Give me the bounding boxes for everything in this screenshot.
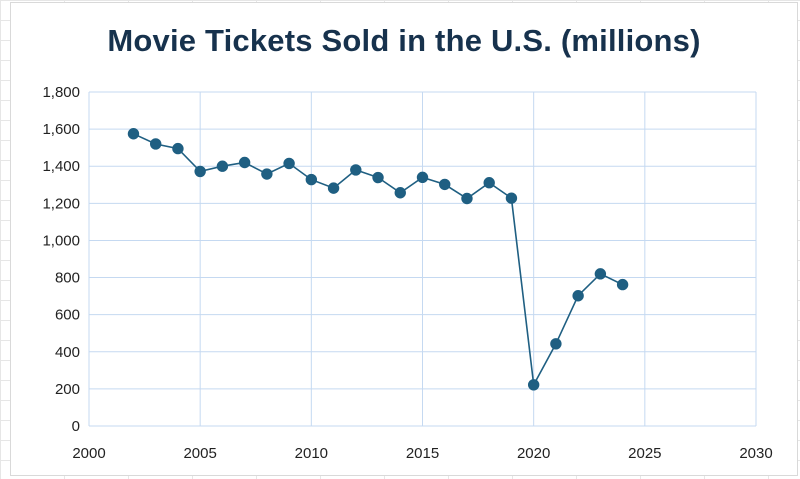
data-point	[461, 192, 473, 205]
y-tick-label: 1,200	[42, 195, 80, 212]
data-point	[572, 290, 584, 302]
y-tick-label: 1,800	[42, 84, 80, 101]
y-tick-label: 1,400	[42, 158, 80, 175]
data-point	[283, 157, 295, 170]
data-point	[505, 192, 518, 204]
y-tick-label: 200	[55, 381, 80, 398]
chart-area[interactable]: Movie Tickets Sold in the U.S. (millions…	[10, 2, 798, 476]
data-point	[483, 177, 495, 189]
data-point	[416, 171, 429, 184]
x-tick-label: 2005	[183, 445, 216, 462]
x-tick-label: 2030	[739, 445, 772, 462]
data-point	[305, 173, 318, 186]
x-tick-label: 2000	[72, 445, 105, 462]
data-point	[439, 178, 451, 191]
chart-title: Movie Tickets Sold in the U.S. (millions…	[107, 23, 701, 58]
x-tick-label: 2025	[628, 445, 661, 462]
data-point	[172, 142, 184, 155]
data-point	[216, 160, 229, 172]
data-point	[327, 182, 340, 194]
data-series	[127, 128, 629, 391]
tick-labels: 0 200 400 600 800 1,000 1,200 1,400 1,600 1,800 20…	[42, 84, 772, 462]
data-point	[194, 165, 206, 178]
data-point	[527, 379, 540, 391]
y-tick-label: 800	[55, 270, 80, 287]
data-point	[594, 268, 607, 280]
data-point	[616, 278, 629, 291]
data-point	[238, 156, 251, 169]
y-tick-label: 1,600	[42, 121, 80, 138]
y-tick-label: 400	[55, 344, 80, 361]
x-tick-label: 2020	[517, 445, 550, 462]
y-tick-label: 600	[55, 307, 80, 324]
data-point	[350, 164, 362, 176]
grid	[89, 91, 757, 426]
data-point	[261, 168, 273, 180]
data-point	[372, 171, 384, 184]
chart-plot: 0 200 400 600 800 1,000 1,200 1,400 1,600 1,800 20…	[42, 84, 772, 462]
y-tick-label: 1,000	[42, 232, 80, 249]
data-point	[150, 138, 162, 150]
y-tick-label: 0	[72, 418, 80, 435]
data-point	[550, 338, 562, 350]
axes	[88, 92, 756, 427]
data-point	[394, 187, 406, 199]
data-point	[127, 128, 140, 140]
series-line	[133, 133, 623, 388]
x-tick-label: 2010	[295, 445, 328, 462]
x-tick-label: 2015	[406, 445, 439, 462]
